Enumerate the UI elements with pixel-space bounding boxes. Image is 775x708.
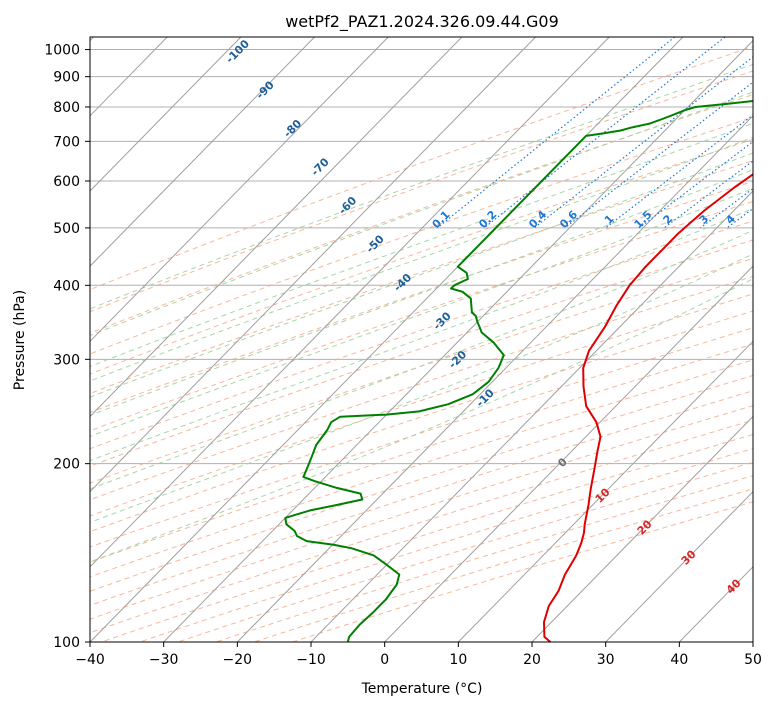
- y-tick-label: 600: [53, 174, 80, 190]
- isotherm-line: [605, 490, 753, 642]
- dry-adiabat-line: [90, 343, 753, 563]
- dewpoint-profile-line: [284, 99, 753, 642]
- x-tick-label: 20: [523, 652, 541, 668]
- isotherm-line: [90, 37, 315, 267]
- isotherm-line: [236, 115, 753, 642]
- plot-frame: [89, 36, 754, 643]
- x-tick-label: 10: [449, 652, 467, 668]
- dry-adiabat-line: [90, 180, 753, 414]
- mixing-ratio-line: [437, 37, 676, 229]
- moist-adiabat-line: [90, 136, 753, 382]
- y-axis-label: Pressure (hPa): [12, 290, 28, 390]
- isotherm-line: [90, 37, 463, 418]
- temperature-profile-line: [543, 173, 753, 642]
- isotherm-line: [531, 415, 753, 642]
- dry-adiabat-line: [90, 46, 753, 291]
- dry-adiabat-line: [90, 160, 753, 395]
- x-tick-label: −40: [75, 652, 105, 668]
- isotherm-line: [90, 37, 536, 493]
- moist-adiabat-line: [90, 207, 753, 462]
- mixing-ratio-line: [533, 56, 753, 229]
- x-tick-label: −20: [223, 652, 253, 668]
- moist-adiabat-line: [90, 229, 753, 490]
- y-tick-label: 200: [53, 457, 80, 473]
- dry-adiabat-line: [215, 475, 753, 642]
- isotherm-line: [90, 37, 610, 568]
- x-tick-label: 40: [670, 652, 688, 668]
- moist-adiabat-line: [90, 152, 753, 398]
- series-layer: [284, 99, 753, 642]
- dry-adiabat-line: [90, 70, 753, 313]
- dry-adiabat-line: [90, 374, 753, 592]
- x-tick-label: 30: [597, 652, 615, 668]
- isotherm-line: [90, 37, 389, 343]
- y-tick-label: 500: [53, 221, 80, 237]
- chart-title: wetPf2_PAZ1.2024.326.09.44.G09: [285, 12, 559, 32]
- dry-adiabat-line: [90, 310, 753, 533]
- y-tick-label: 300: [53, 352, 80, 368]
- isotherm-line: [457, 340, 753, 642]
- x-tick-label: −10: [296, 652, 326, 668]
- y-tick-label: 400: [53, 278, 80, 294]
- x-tick-label: 50: [744, 652, 762, 668]
- isotherm-line: [310, 190, 753, 642]
- isotherm-line: [163, 39, 753, 642]
- y-tick-label: 900: [53, 70, 80, 86]
- isotherm-line: [90, 37, 242, 192]
- mixing-ratio-line: [564, 81, 753, 229]
- dry-adiabat-line: [90, 239, 753, 467]
- moist-adiabat-line: [90, 187, 753, 437]
- mixing-ratio-line: [639, 140, 753, 229]
- y-tick-label: 700: [53, 134, 80, 150]
- y-tick-label: 800: [53, 100, 80, 116]
- x-axis-label: Temperature (°C): [361, 681, 483, 697]
- y-tick-label: 1000: [44, 43, 80, 59]
- dry-adiabat-line: [101, 433, 753, 642]
- dry-adiabat-line: [292, 501, 753, 642]
- moist-adiabat-line: [90, 63, 753, 310]
- y-tick-label: 100: [53, 635, 80, 651]
- isotherm-line: [384, 265, 753, 642]
- dry-adiabat-line: [139, 447, 753, 642]
- x-tick-label: −30: [149, 652, 179, 668]
- dry-adiabat-line: [90, 293, 753, 517]
- dry-adiabat-line: [90, 257, 753, 484]
- x-tick-label: 0: [380, 652, 389, 668]
- tick-layer: −40 −30 −20 −10 0 10 20 30 40 50 100 200 300 400 500 60…: [44, 43, 762, 668]
